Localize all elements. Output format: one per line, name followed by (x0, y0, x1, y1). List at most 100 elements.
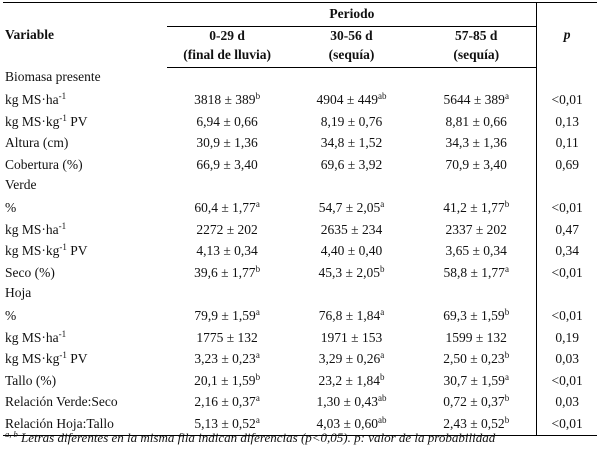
value-cell: 34,8 ± 1,52 (287, 133, 416, 155)
value-text: 1,30 ± 0,43 (316, 394, 378, 410)
p-value-cell: 0,47 (536, 219, 597, 241)
p-value-cell (536, 67, 597, 90)
significance-letter: a (255, 199, 260, 210)
value-cell: 4,03 ± 0,60ab (286, 413, 417, 436)
value-cell (167, 68, 287, 91)
value-text: 4,40 ± 0,40 (320, 243, 383, 259)
value-cell (287, 176, 416, 198)
p-value-cell: <0,01 (536, 198, 597, 220)
value-cell: 79,9 ± 1,59a (167, 306, 287, 328)
table-row: % 60,4 ± 1,77a 54,7 ± 2,05a 41,2 ± 1,77b <0,… (3, 198, 597, 220)
value-cell: 69,6 ± 3,92 (287, 155, 416, 177)
footnote: a, b Letras diferentes en la misma fila … (5, 430, 495, 446)
period-3-line2: (sequía) (416, 47, 537, 68)
row-label-suffix: PV (66, 113, 88, 129)
significance-letter: a (255, 307, 260, 318)
row-label-text: % (5, 308, 17, 324)
table-body: Biomasa presente kg MS·ha-1 3818 ± 389b 490… (3, 67, 597, 436)
row-label-suffix: PV (66, 351, 88, 367)
section-row: Verde (3, 176, 597, 198)
table-row: kg MS·ha-1 1775 ± 132 1971 ± 153 1599 ± 132… (3, 327, 597, 350)
value-text: 76,8 ± 1,84 (318, 308, 381, 324)
periodo-header: Periodo (167, 3, 537, 27)
significance-letter: b (504, 414, 510, 425)
significance-letter: a (380, 350, 385, 361)
row-label: kg MS·ha-1 (3, 328, 167, 350)
p-value-cell: <0,01 (536, 262, 597, 284)
period-1-line1: 0-29 d (209, 28, 245, 43)
value-cell (167, 284, 287, 306)
value-cell: 60,4 ± 1,77a (167, 198, 287, 220)
value-cell: 23,2 ± 1,84b (287, 371, 416, 393)
row-label: % (3, 198, 167, 220)
table-row: % 79,9 ± 1,59a 76,8 ± 1,84a 69,3 ± 1,59b <0,… (3, 306, 597, 328)
value-text: 2272 ± 202 (196, 221, 258, 237)
p-header: p (536, 3, 597, 68)
row-label-text: kg MS·ha (5, 221, 59, 237)
value-cell: 4,13 ± 0,34 (167, 241, 287, 263)
row-label-text: Tallo (%) (5, 372, 57, 388)
row-label-superscript: -1 (58, 91, 67, 102)
value-cell (287, 68, 416, 91)
table-header: Variable Periodo p 0-29 d 30-56 d 57-85 … (3, 3, 597, 68)
value-cell: 8,19 ± 0,76 (287, 112, 416, 134)
significance-letter: a (504, 91, 509, 102)
table-row: Tallo (%) 20,1 ± 1,59b 23,2 ± 1,84b 30,7 ± … (3, 370, 597, 393)
value-text: 6,94 ± 0,66 (196, 113, 258, 129)
section-label: Biomasa presente (3, 68, 167, 91)
row-label-superscript: -1 (58, 220, 67, 231)
value-cell: 2,50 ± 0,23b (416, 349, 537, 371)
value-text: 1775 ± 132 (196, 329, 258, 345)
value-cell: 41,2 ± 1,77b (416, 198, 537, 220)
value-text: 34,3 ± 1,36 (445, 135, 507, 151)
value-cell: 45,3 ± 2,05b (287, 263, 416, 285)
value-cell: 1,30 ± 0,43ab (287, 392, 416, 414)
table-row: kg MS·kg-1 PV 3,23 ± 0,23a 3,29 ± 0,26a 2,5… (3, 349, 597, 371)
value-cell: 1775 ± 132 (167, 328, 287, 350)
value-cell: 4,40 ± 0,40 (287, 241, 416, 263)
p-value-cell: 0,19 (536, 327, 597, 349)
p-value-cell: 0,34 (536, 241, 597, 263)
value-cell: 1599 ± 132 (416, 328, 537, 350)
value-cell: 0,72 ± 0,37b (416, 392, 537, 414)
row-label-text: Cobertura (%) (5, 156, 83, 172)
row-label-text: Biomasa presente (5, 68, 101, 84)
row-label: Relación Verde:Seco (3, 392, 167, 414)
row-label-text: kg MS·kg (5, 113, 60, 129)
significance-letter: b (504, 199, 510, 210)
value-cell: 2272 ± 202 (167, 220, 287, 242)
table-row: kg MS·kg-1 PV 6,94 ± 0,66 8,19 ± 0,76 8,81 … (3, 111, 597, 134)
value-text: 34,8 ± 1,52 (320, 135, 383, 151)
value-cell: 6,94 ± 0,66 (167, 112, 287, 134)
p-value-cell: 0,03 (536, 392, 597, 414)
p-value-cell: 0,11 (536, 133, 597, 155)
table-row: Altura (cm) 30,9 ± 1,36 34,8 ± 1,52 34,3 ± … (3, 133, 597, 155)
section-row: Hoja (3, 284, 597, 306)
value-text: 1599 ± 132 (445, 329, 507, 345)
value-cell: 5,13 ± 0,52a (167, 413, 287, 436)
value-text: 30,9 ± 1,36 (196, 135, 258, 151)
significance-letter: b (379, 263, 385, 274)
row-label-text: % (5, 200, 17, 216)
table-row: Relación Verde:Seco 2,16 ± 0,37a 1,30 ± 0,… (3, 392, 597, 414)
value-cell: 2337 ± 202 (416, 220, 537, 242)
p-value-cell: 0,69 (536, 154, 597, 176)
row-label-text: kg MS·kg (5, 243, 60, 259)
section-row: Biomasa presente (3, 67, 597, 91)
significance-letter: a (504, 371, 509, 382)
value-cell: 3,29 ± 0,26a (287, 349, 416, 371)
significance-letter: ab (377, 91, 387, 102)
value-cell: 66,9 ± 3,40 (167, 155, 287, 177)
row-label: Cobertura (%) (3, 155, 167, 177)
value-cell: 2,43 ± 0,52b (416, 413, 537, 436)
p-value-cell: <0,01 (536, 306, 597, 328)
row-label-text: Relación Hoja:Tallo (5, 415, 114, 431)
row-label: kg MS·kg-1 PV (3, 112, 167, 134)
significance-letter: a (380, 199, 385, 210)
value-cell (416, 68, 537, 91)
value-cell (416, 176, 537, 198)
footnote-text: Letras diferentes en la misma fila indic… (17, 430, 496, 445)
value-text: 2,43 ± 0,52 (443, 415, 505, 431)
value-text: 23,2 ± 1,84 (318, 372, 380, 388)
